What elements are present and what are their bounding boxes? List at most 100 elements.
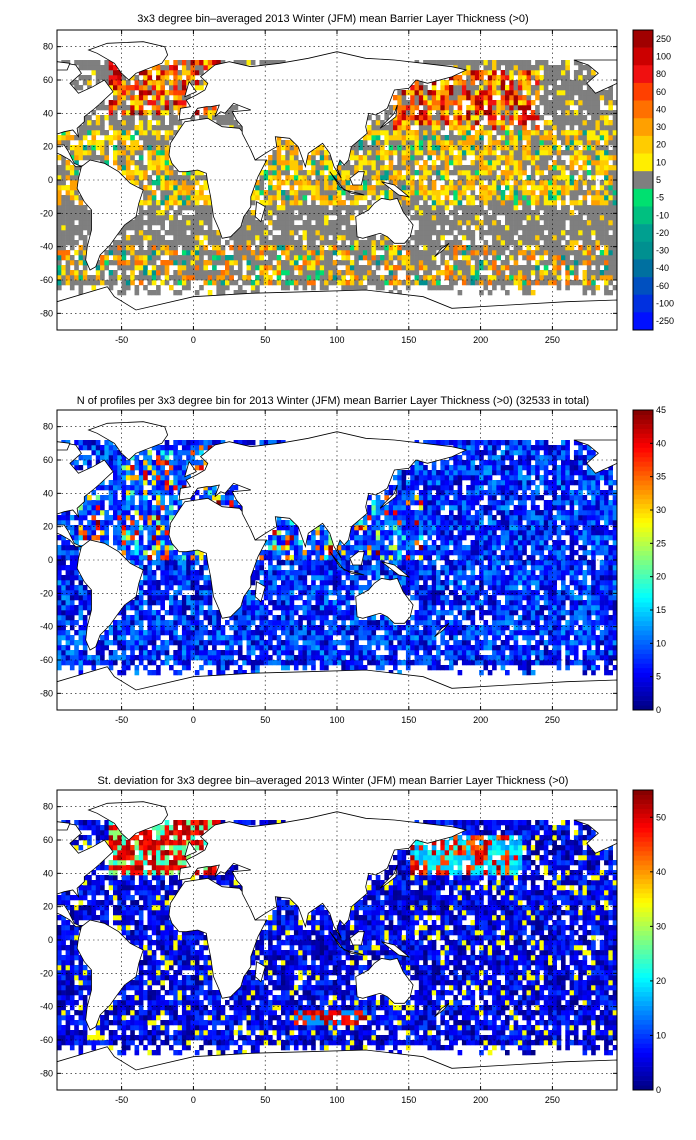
data-bin: [212, 105, 217, 111]
data-bin: [91, 500, 97, 506]
data-bin: [281, 210, 286, 216]
data-bin: [57, 560, 62, 566]
data-bin: [470, 280, 476, 286]
data-bin: [440, 255, 445, 261]
data-bin: [138, 240, 144, 246]
data-bin: [151, 670, 157, 676]
data-bin: [496, 165, 501, 171]
data-bin: [449, 275, 454, 281]
data-bin: [500, 265, 506, 271]
data-bin: [134, 290, 140, 296]
data-bin: [160, 470, 165, 476]
data-bin: [108, 60, 114, 66]
data-bin: [147, 140, 153, 146]
data-bin: [160, 660, 165, 666]
data-bin: [496, 80, 501, 86]
data-bin: [582, 145, 588, 151]
data-bin: [169, 470, 174, 476]
data-bin: [586, 120, 592, 126]
data-bin: [82, 640, 88, 646]
data-bin: [500, 155, 506, 161]
data-bin: [479, 235, 484, 241]
data-bin: [134, 175, 140, 181]
data-bin: [117, 455, 122, 461]
data-bin: [298, 215, 303, 221]
data-bin: [173, 275, 178, 281]
data-bin: [57, 665, 62, 671]
data-bin: [242, 240, 247, 246]
data-bin: [173, 210, 178, 216]
data-bin: [225, 270, 230, 276]
data-bin: [212, 245, 217, 251]
data-bin: [431, 85, 437, 91]
data-bin: [337, 260, 342, 266]
data-bin: [552, 165, 557, 171]
data-bin: [423, 60, 428, 66]
data-bin: [487, 260, 493, 266]
data-bin: [268, 265, 273, 271]
data-bin: [349, 245, 355, 251]
data-bin: [194, 265, 200, 271]
data-bin: [552, 215, 557, 221]
data-bin: [552, 210, 557, 216]
data-bin: [69, 240, 75, 246]
data-bin: [431, 190, 437, 196]
data-bin: [591, 110, 596, 116]
data-bin: [509, 230, 514, 236]
data-bin: [186, 205, 191, 211]
data-bin: [582, 250, 588, 256]
data-bin: [293, 160, 299, 166]
data-bin: [173, 450, 178, 456]
data-bin: [130, 540, 135, 546]
data-bin: [505, 255, 510, 261]
data-bin: [337, 275, 342, 281]
data-bin: [57, 180, 62, 186]
data-bin: [539, 205, 545, 211]
data-bin: [87, 75, 92, 81]
data-bin: [561, 100, 566, 106]
data-bin: [156, 445, 161, 451]
x-axis-ticks: -50 0 50 100 150 200 250: [115, 30, 560, 345]
data-bin: [604, 255, 609, 261]
data-bin: [569, 160, 575, 166]
data-bin: [483, 210, 489, 216]
data-bin: [375, 180, 381, 186]
data-bin: [117, 240, 122, 246]
data-bin: [199, 115, 204, 121]
data-bin: [130, 115, 135, 121]
data-bin: [61, 645, 66, 651]
data-bin: [595, 165, 601, 171]
data-bin: [530, 270, 536, 276]
data-bin: [298, 255, 303, 261]
data-bin: [147, 555, 153, 561]
data-bin: [535, 165, 540, 171]
data-bin: [517, 105, 523, 111]
data-bin: [143, 145, 148, 151]
data-bin: [151, 230, 157, 236]
data-bin: [147, 630, 153, 636]
data-bin: [543, 280, 549, 286]
data-bin: [173, 130, 178, 136]
data-bin: [405, 285, 411, 291]
data-bin: [147, 540, 153, 546]
data-bin: [151, 190, 157, 196]
data-bin: [337, 235, 342, 241]
data-bin: [535, 95, 540, 101]
data-bin: [151, 65, 157, 71]
data-bin: [177, 500, 183, 506]
data-bin: [117, 630, 122, 636]
data-bin: [289, 140, 295, 146]
data-bin: [535, 90, 540, 96]
data-bin: [487, 60, 493, 66]
data-bin: [61, 535, 66, 541]
data-bin: [91, 660, 97, 666]
data-bin: [423, 220, 428, 226]
data-bin: [556, 70, 562, 76]
data-bin: [57, 140, 62, 146]
data-bin: [91, 505, 97, 511]
data-bin: [492, 205, 497, 211]
data-bin: [190, 180, 196, 186]
data-bin: [505, 210, 510, 216]
data-bin: [216, 230, 221, 236]
data-bin: [526, 240, 532, 246]
